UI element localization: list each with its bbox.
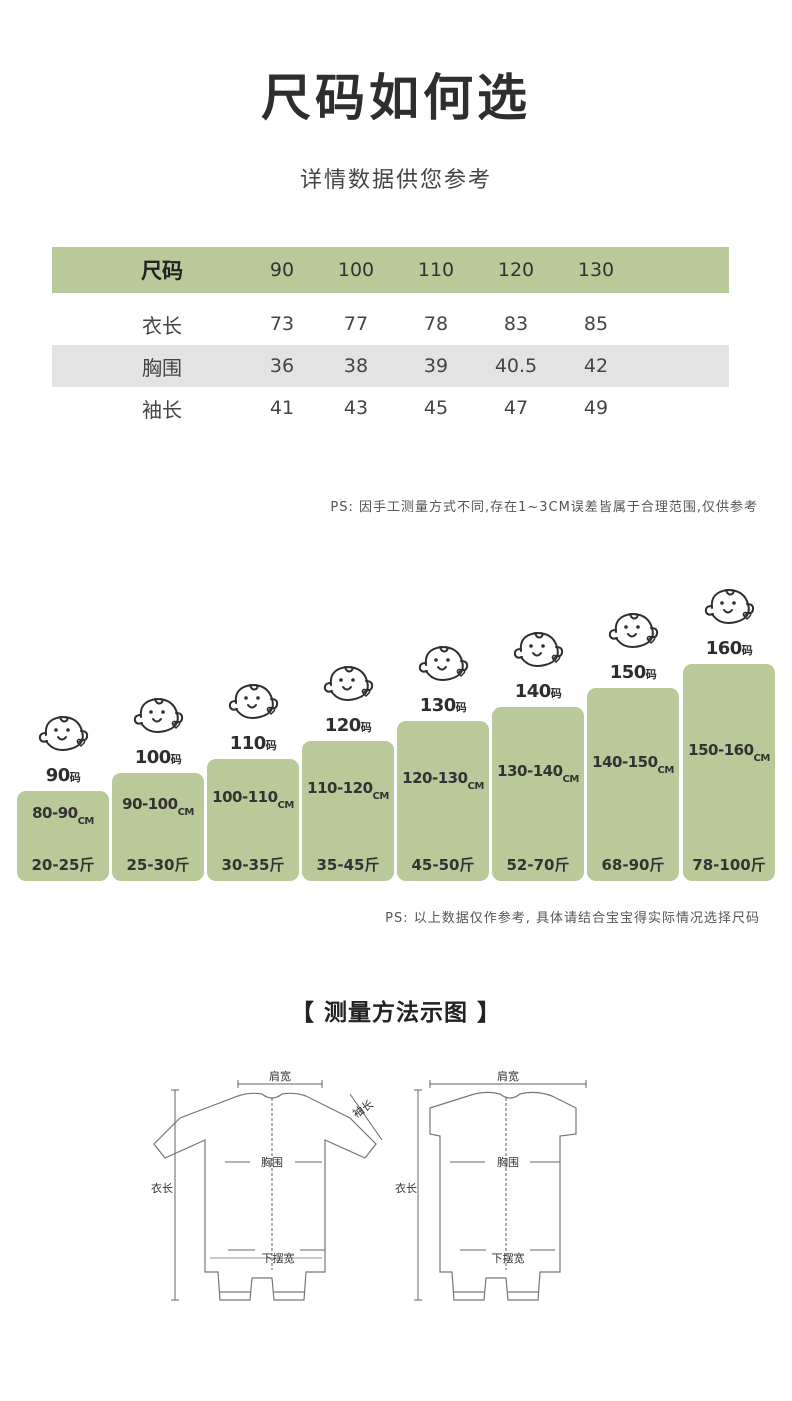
header-size: 90: [269, 259, 295, 281]
page-subtitle: 详情数据供您参考: [299, 168, 492, 193]
baby-face-icon: [418, 645, 469, 681]
long-sleeve-garment: [153, 1092, 377, 1301]
size-column: 150-160CM 78-100斤 160码: [683, 560, 775, 881]
weight-range: 35-45斤: [316, 856, 380, 874]
height-range: 90-100CM: [122, 795, 194, 818]
weight-range: 30-35斤: [221, 856, 285, 874]
measurement-method-title: 【 测量方法示图 】: [290, 1000, 501, 1026]
table-cell: 41: [269, 397, 295, 419]
weight-range: 78-100斤: [692, 856, 766, 874]
size-bar: 110-120CM 35-45斤: [302, 741, 394, 881]
size-label: 150码: [609, 662, 657, 683]
label-chest: 胸围: [261, 1155, 283, 1169]
label-shoulder: 肩宽: [497, 1069, 519, 1083]
size-column: 90-100CM 25-30斤 100码: [112, 560, 204, 881]
size-label: 110码: [229, 733, 277, 754]
size-label: 130码: [419, 695, 467, 716]
size-column: 120-130CM 45-50斤 130码: [397, 560, 489, 881]
table-row-chest: 胸围 36 38 39 40.5 42: [52, 345, 729, 387]
short-sleeve-garment: [429, 1091, 577, 1301]
baby-face-icon: [323, 665, 374, 701]
reference-note: PS: 以上数据仅作参考, 具体请结合宝宝得实际情况选择尺码: [385, 911, 760, 926]
table-cell: 42: [583, 355, 609, 377]
size-column: 140-150CM 68-90斤 150码: [587, 560, 679, 881]
page-title: 尺码如何选: [261, 69, 531, 127]
baby-face-icon: [608, 612, 659, 648]
height-range: 110-120CM: [307, 779, 389, 802]
label-sleeve: 袖长: [350, 1097, 376, 1121]
row-label: 胸围: [142, 355, 182, 380]
size-label: 160码: [705, 638, 753, 659]
size-bar: 120-130CM 45-50斤: [397, 721, 489, 881]
height-range: 120-130CM: [402, 769, 484, 792]
label-hem: 下摆宽: [262, 1251, 295, 1265]
table-cell: 83: [503, 313, 529, 335]
row-label: 袖长: [142, 397, 182, 422]
label-shoulder: 肩宽: [269, 1069, 291, 1083]
size-column: 100-110CM 30-35斤 110码: [207, 560, 299, 881]
size-table: 尺码 90 100 110 120 130 衣长 73 77 78 83 85 …: [52, 247, 729, 429]
height-range: 80-90CM: [32, 804, 94, 827]
header-size: 110: [417, 259, 455, 281]
table-cell: 77: [343, 313, 369, 335]
size-chart: 80-90CM 20-25斤 90码 90-100CM 25-30斤 100码 100-11…: [0, 560, 792, 890]
size-bar: 130-140CM 52-70斤: [492, 707, 584, 881]
baby-face-icon: [704, 588, 755, 624]
height-range: 130-140CM: [497, 762, 579, 785]
header-size: 120: [497, 259, 535, 281]
long-sleeve-measure-lines: [171, 1080, 383, 1301]
table-cell: 36: [269, 355, 295, 377]
header-label: 尺码: [141, 259, 183, 283]
size-table-header: 尺码 90 100 110 120 130: [52, 247, 729, 293]
size-label: 140码: [514, 681, 562, 702]
baby-face-icon: [228, 683, 279, 719]
size-column: 110-120CM 35-45斤 120码: [302, 560, 394, 881]
weight-range: 68-90斤: [601, 856, 665, 874]
height-range: 150-160CM: [688, 741, 770, 764]
label-length: 衣长: [395, 1181, 417, 1195]
short-sleeve-measure-lines: [414, 1080, 587, 1301]
table-row-length: 衣长 73 77 78 83 85: [52, 303, 729, 345]
label-length: 衣长: [151, 1181, 173, 1195]
size-label: 120码: [324, 715, 372, 736]
table-cell: 45: [423, 397, 449, 419]
weight-range: 45-50斤: [411, 856, 475, 874]
baby-face-icon: [513, 631, 564, 667]
table-cell: 47: [503, 397, 529, 419]
label-hem: 下摆宽: [492, 1251, 525, 1265]
height-range: 140-150CM: [592, 753, 674, 776]
size-bar: 80-90CM 20-25斤: [17, 791, 109, 881]
measurement-diagram: 肩宽 袖长 胸围 衣长 下摆宽 肩宽 胸围 衣长 下摆宽: [151, 1069, 587, 1301]
size-bar: 100-110CM 30-35斤: [207, 759, 299, 881]
table-cell: 40.5: [494, 355, 538, 377]
table-row-sleeve: 袖长 41 43 45 47 49: [52, 387, 729, 429]
weight-range: 25-30斤: [126, 856, 190, 874]
size-bar: 90-100CM 25-30斤: [112, 773, 204, 881]
baby-face-icon: [38, 715, 89, 751]
row-label: 衣长: [142, 313, 182, 338]
table-cell: 43: [343, 397, 369, 419]
height-range: 100-110CM: [212, 788, 294, 811]
table-cell: 85: [583, 313, 609, 335]
size-label: 90码: [45, 765, 81, 786]
table-cell: 38: [343, 355, 369, 377]
header-size: 100: [337, 259, 375, 281]
size-bar: 140-150CM 68-90斤: [587, 688, 679, 881]
size-label: 100码: [134, 747, 182, 768]
measurement-note: PS: 因手工测量方式不同,存在1~3CM误差皆属于合理范围,仅供参考: [330, 500, 758, 515]
size-column: 130-140CM 52-70斤 140码: [492, 560, 584, 881]
baby-face-icon: [133, 697, 184, 733]
weight-range: 52-70斤: [506, 856, 570, 874]
table-cell: 78: [423, 313, 449, 335]
header-size: 130: [577, 259, 615, 281]
weight-range: 20-25斤: [31, 856, 95, 874]
size-column: 80-90CM 20-25斤 90码: [17, 560, 109, 881]
table-cell: 39: [423, 355, 449, 377]
size-bar: 150-160CM 78-100斤: [683, 664, 775, 881]
label-chest: 胸围: [497, 1155, 519, 1169]
table-cell: 73: [269, 313, 295, 335]
table-cell: 49: [583, 397, 609, 419]
